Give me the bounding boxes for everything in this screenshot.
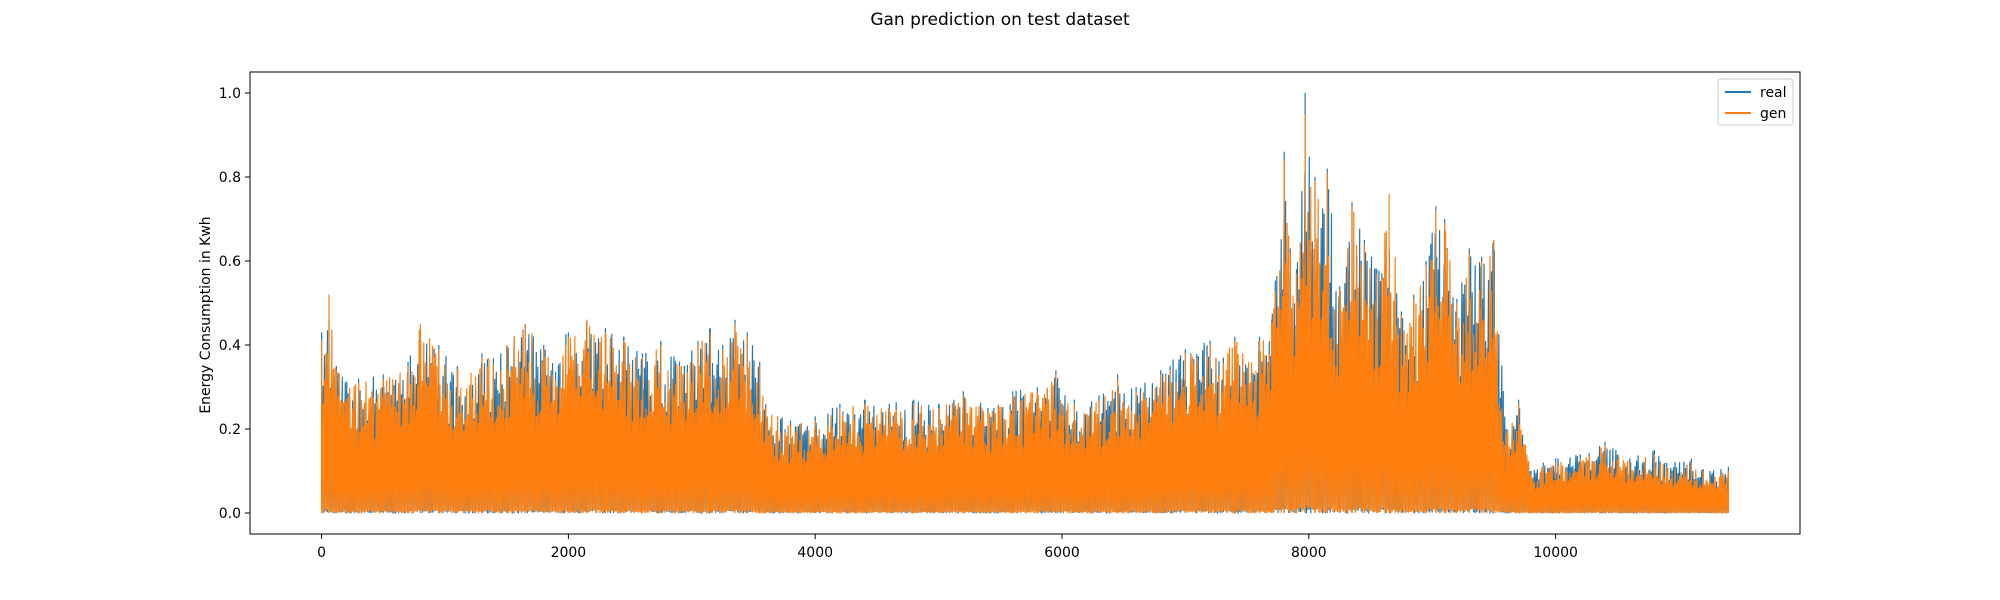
y-axis-title: Energy Consumption in Kwh [198, 216, 214, 413]
x-tick-label-5: 10000 [1533, 545, 1578, 561]
y-tick-label-5: 1.0 [219, 86, 241, 102]
y-tick-label-0: 0.0 [219, 506, 241, 522]
y-tick-label-4: 0.8 [219, 170, 241, 186]
plot-area [249, 71, 1801, 535]
x-tick-label-0: 0 [317, 545, 326, 561]
series-line-gen [321, 114, 1729, 514]
legend-label-real: real [1760, 85, 1787, 101]
y-tick-label-3: 0.6 [219, 254, 241, 270]
legend: real gen [1717, 78, 1794, 126]
y-tick-label-1: 0.2 [219, 422, 241, 438]
plot-frame [249, 71, 1801, 535]
y-axis: 0.0 0.2 0.4 0.6 0.8 1.0 [219, 86, 250, 522]
x-axis: 0 2000 4000 6000 8000 10000 [317, 534, 1578, 561]
x-tick-label-3: 6000 [1044, 545, 1080, 561]
x-tick-label-2: 4000 [797, 545, 833, 561]
x-tick-label-4: 8000 [1291, 545, 1327, 561]
y-tick-label-2: 0.4 [219, 338, 241, 354]
legend-label-gen: gen [1760, 106, 1786, 122]
x-tick-label-1: 2000 [551, 545, 587, 561]
series-layer [321, 93, 1729, 514]
chart-title: Gan prediction on test dataset [870, 10, 1130, 30]
